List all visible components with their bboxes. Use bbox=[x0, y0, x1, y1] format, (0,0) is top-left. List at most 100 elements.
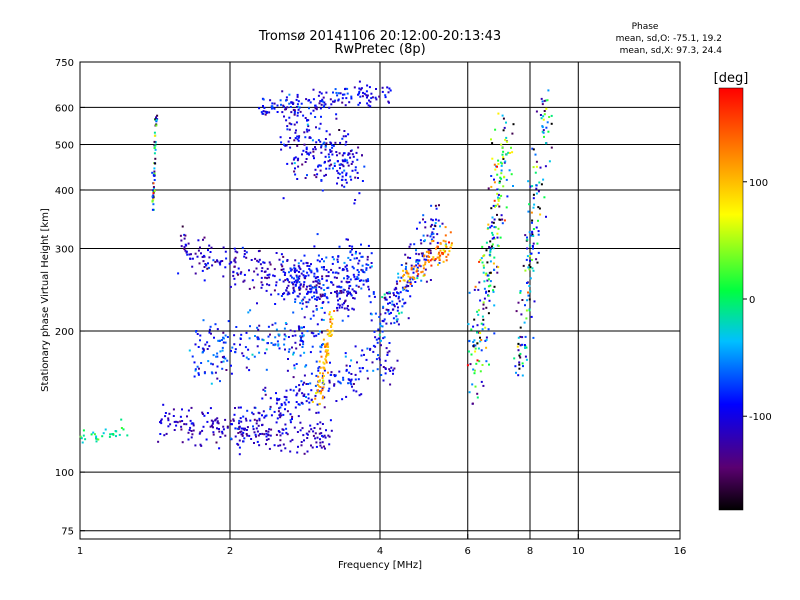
data-point bbox=[273, 268, 276, 271]
data-point bbox=[341, 154, 344, 157]
data-point bbox=[473, 369, 476, 372]
data-point bbox=[493, 236, 495, 239]
data-point bbox=[493, 332, 496, 335]
data-point bbox=[288, 292, 291, 295]
data-point bbox=[409, 276, 412, 279]
data-point bbox=[268, 284, 271, 287]
data-point bbox=[292, 389, 295, 392]
data-point bbox=[190, 430, 193, 432]
data-point bbox=[545, 126, 548, 129]
data-point bbox=[324, 447, 326, 450]
data-point bbox=[270, 414, 273, 417]
data-point bbox=[320, 318, 323, 321]
data-point bbox=[432, 240, 435, 242]
data-point bbox=[491, 157, 494, 160]
data-point bbox=[546, 121, 549, 124]
data-point bbox=[196, 255, 199, 258]
data-point bbox=[167, 417, 170, 420]
data-point bbox=[297, 276, 300, 279]
data-point bbox=[175, 420, 178, 423]
data-point bbox=[321, 301, 324, 304]
data-point bbox=[224, 434, 227, 437]
data-point bbox=[312, 286, 315, 289]
data-point bbox=[302, 434, 305, 437]
data-point bbox=[306, 433, 309, 436]
data-point bbox=[248, 369, 251, 372]
data-point bbox=[372, 369, 375, 372]
data-point bbox=[328, 381, 331, 384]
data-point bbox=[537, 206, 540, 209]
data-point bbox=[483, 280, 486, 283]
data-point bbox=[210, 371, 213, 374]
data-point bbox=[539, 166, 542, 169]
data-point bbox=[264, 390, 267, 393]
data-point bbox=[293, 364, 296, 367]
data-point bbox=[387, 100, 390, 103]
data-point bbox=[322, 284, 325, 286]
data-point bbox=[467, 323, 470, 326]
data-point bbox=[122, 428, 125, 431]
data-point bbox=[315, 411, 318, 414]
data-point bbox=[295, 363, 298, 365]
data-point bbox=[527, 210, 530, 213]
data-point bbox=[351, 153, 354, 156]
data-point bbox=[489, 271, 492, 274]
data-point bbox=[187, 242, 190, 245]
data-point bbox=[212, 420, 215, 423]
data-point bbox=[283, 338, 286, 341]
data-point bbox=[153, 170, 156, 173]
data-point bbox=[285, 99, 287, 102]
data-point bbox=[315, 360, 318, 363]
data-point bbox=[366, 278, 369, 281]
data-point bbox=[390, 311, 392, 314]
data-point bbox=[374, 96, 377, 99]
data-point bbox=[353, 275, 356, 278]
data-point bbox=[155, 120, 158, 123]
data-point bbox=[313, 291, 316, 294]
data-point bbox=[328, 330, 331, 333]
data-point bbox=[307, 383, 309, 385]
data-point bbox=[347, 308, 350, 311]
data-point bbox=[497, 159, 500, 162]
data-point bbox=[320, 331, 323, 334]
data-point bbox=[344, 299, 347, 302]
data-point bbox=[360, 243, 362, 246]
data-point bbox=[336, 295, 339, 298]
data-point bbox=[305, 158, 308, 160]
data-point bbox=[494, 128, 497, 131]
data-point bbox=[412, 271, 415, 274]
data-point bbox=[325, 354, 328, 357]
data-point bbox=[366, 258, 369, 261]
data-point bbox=[245, 256, 248, 259]
data-point bbox=[221, 260, 224, 262]
data-point bbox=[320, 144, 323, 147]
data-point bbox=[201, 413, 204, 415]
data-point bbox=[531, 221, 533, 224]
data-point bbox=[410, 268, 413, 271]
data-point bbox=[415, 252, 418, 255]
data-point bbox=[485, 338, 488, 341]
data-point bbox=[152, 194, 155, 197]
data-point bbox=[276, 417, 279, 420]
data-point bbox=[307, 397, 310, 400]
data-point bbox=[315, 441, 318, 444]
data-point bbox=[429, 235, 432, 238]
data-point bbox=[431, 231, 434, 234]
data-point bbox=[201, 269, 204, 272]
y-tick-label: 300 bbox=[55, 245, 74, 256]
data-point bbox=[152, 189, 155, 192]
data-point bbox=[537, 251, 540, 254]
data-point bbox=[384, 367, 387, 370]
data-point bbox=[333, 162, 336, 165]
data-point bbox=[531, 233, 534, 236]
data-point bbox=[481, 315, 484, 318]
data-point bbox=[492, 204, 495, 207]
data-point bbox=[302, 395, 305, 397]
data-point bbox=[481, 328, 484, 331]
data-point bbox=[275, 328, 278, 331]
data-point bbox=[386, 292, 389, 295]
data-point bbox=[321, 293, 324, 296]
colorbar-label: [deg] bbox=[714, 71, 749, 86]
data-point bbox=[431, 258, 434, 261]
data-point bbox=[532, 242, 535, 245]
